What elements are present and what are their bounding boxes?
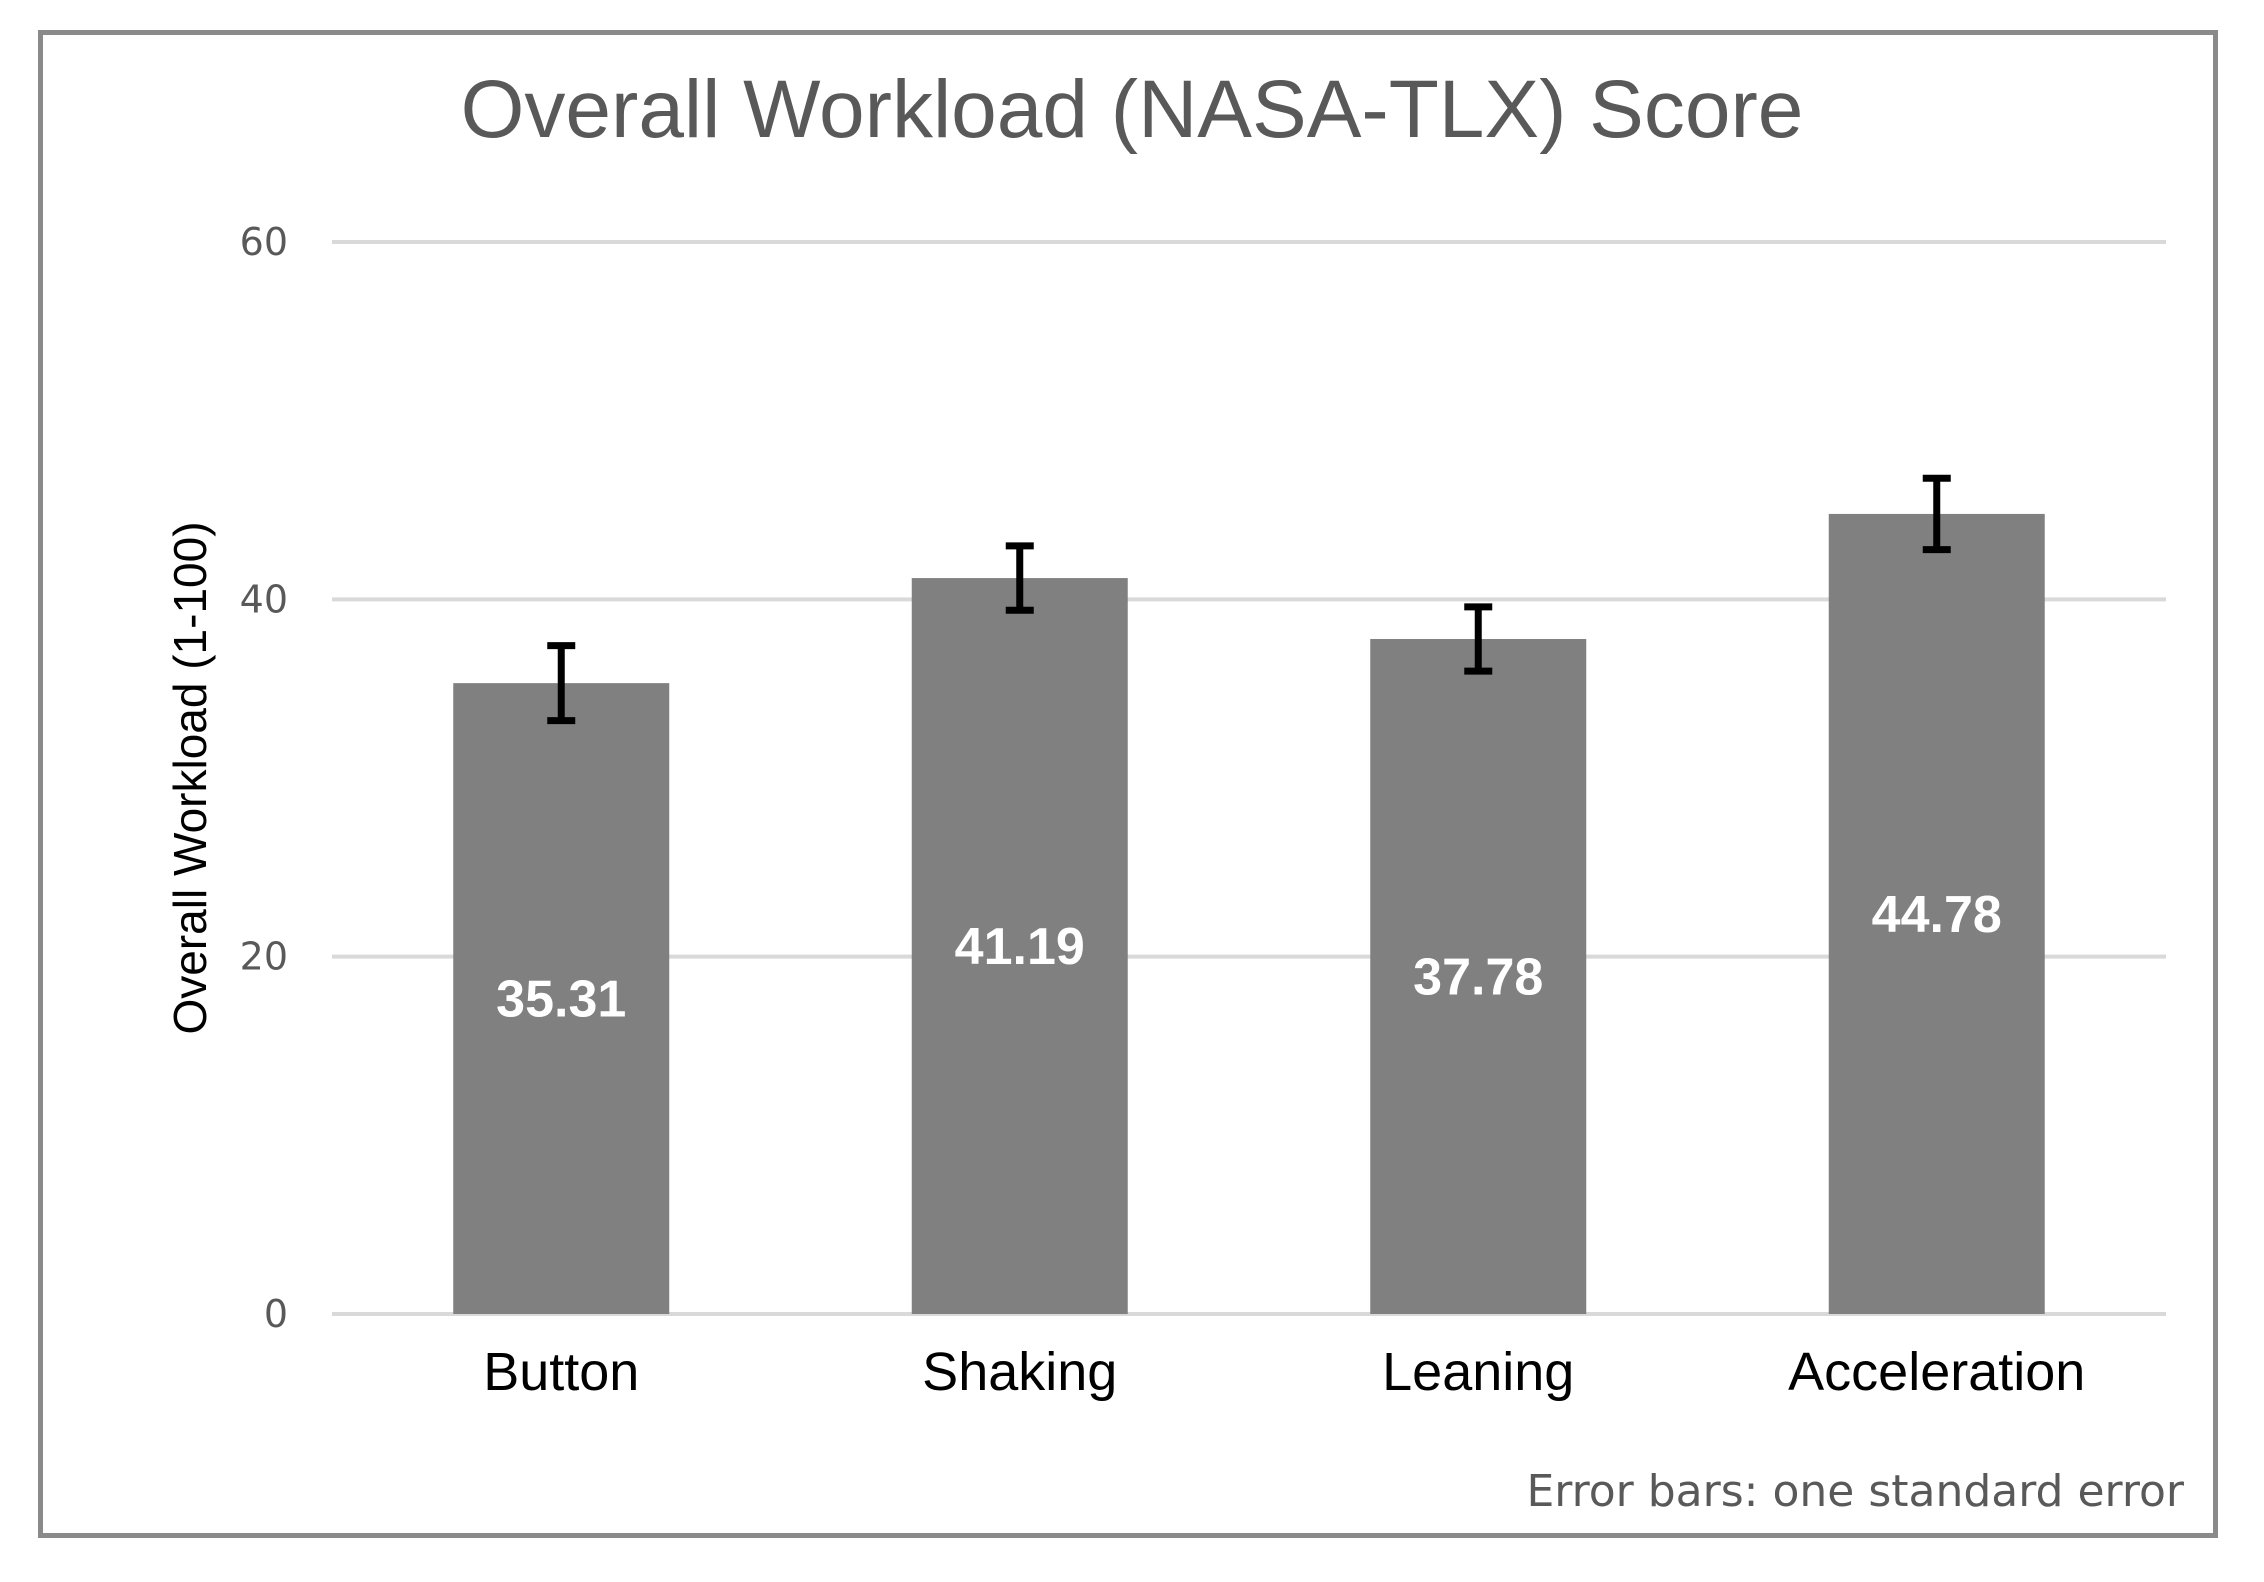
error-bars-note: Error bars: one standard error [1527, 1466, 2185, 1517]
x-category-label-acceleration: Acceleration [1788, 1342, 2085, 1402]
y-tick-label-20: 20 [240, 935, 288, 979]
x-category-label-button: Button [483, 1342, 639, 1402]
bar-acceleration [1828, 513, 2045, 1314]
y-tick-label-40: 40 [240, 577, 288, 621]
bar-shaking [911, 578, 1128, 1314]
y-axis-label: Overall Workload (1-100) [164, 521, 216, 1034]
x-category-label-shaking: Shaking [922, 1342, 1117, 1402]
value-label-acceleration: 44.78 [1872, 886, 2002, 944]
error-bar-button [547, 642, 576, 725]
y-axis-ticks: 0 20 40 60 [240, 220, 288, 1336]
bar-button [453, 683, 670, 1314]
error-bar-acceleration [1922, 474, 1951, 554]
value-label-shaking: 41.19 [955, 918, 1085, 976]
y-tick-label-60: 60 [240, 220, 288, 264]
y-tick-label-0: 0 [264, 1292, 288, 1336]
bar-leaning [1370, 638, 1587, 1314]
bars [453, 513, 2045, 1314]
value-labels: 35.31 41.19 37.78 44.78 [496, 886, 2002, 1029]
error-bar-leaning [1464, 603, 1493, 675]
x-axis-categories: Button Shaking Leaning Acceleration [483, 1342, 2085, 1402]
x-category-label-leaning: Leaning [1382, 1342, 1574, 1402]
error-bars [547, 474, 1951, 725]
value-label-button: 35.31 [496, 971, 626, 1029]
chart-title: Overall Workload (NASA-TLX) Score [461, 64, 1804, 155]
value-label-leaning: 37.78 [1413, 948, 1543, 1006]
error-bar-shaking [1005, 542, 1034, 614]
